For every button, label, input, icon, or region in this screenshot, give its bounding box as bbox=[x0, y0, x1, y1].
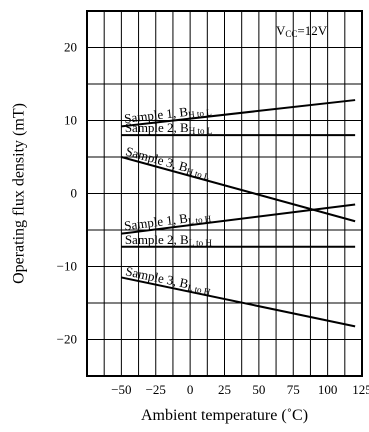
series-label-main: Sample 3, B bbox=[124, 143, 190, 174]
series-label-sub: L to H bbox=[187, 213, 212, 226]
vcc-main: V bbox=[276, 23, 286, 38]
series-line bbox=[121, 99, 356, 128]
y-tick-label: 20 bbox=[64, 40, 77, 55]
series-label: Sample 2, BH to L bbox=[125, 120, 212, 136]
series-line bbox=[121, 203, 356, 235]
series-line bbox=[121, 276, 356, 328]
x-tick-label: 100 bbox=[318, 382, 338, 397]
y-tick-label: −20 bbox=[57, 332, 77, 347]
x-axis-ticks: −50 −25 0 25 50 75 100 125 bbox=[111, 382, 369, 397]
grid bbox=[87, 11, 362, 376]
vcc-sub: CC bbox=[285, 29, 297, 39]
vcc-suffix: =12V bbox=[297, 23, 327, 38]
series-label-sub: H to L bbox=[189, 126, 213, 136]
y-tick-label: −10 bbox=[57, 259, 77, 274]
y-axis-ticks: 20 10 0 −10 −20 bbox=[57, 40, 77, 347]
series-label-sub: H to L bbox=[188, 107, 212, 120]
y-tick-label: 0 bbox=[71, 186, 78, 201]
series-label: Sample 1, BH to L bbox=[123, 101, 212, 127]
x-axis-title: Ambient temperature (˚C) bbox=[141, 407, 308, 424]
y-tick-label: 10 bbox=[64, 113, 77, 128]
plot-frame bbox=[86, 10, 363, 377]
x-tick-label: 75 bbox=[287, 382, 300, 397]
series-label-sub: L to H bbox=[187, 282, 212, 297]
series-label: Sample 2, BL to H bbox=[125, 232, 213, 248]
series-label-main: Sample 2, B bbox=[125, 120, 189, 135]
series-label-main: Sample 3, B bbox=[124, 263, 190, 291]
series-label-main: Sample 2, B bbox=[125, 232, 189, 247]
x-tick-label: 125 bbox=[352, 382, 369, 397]
vcc-annotation: VCC=12V bbox=[276, 23, 328, 39]
y-axis-title: Operating flux density (mT) bbox=[11, 103, 28, 284]
series-label: Sample 3, BL to H bbox=[124, 263, 213, 297]
x-tick-label: 25 bbox=[218, 382, 231, 397]
x-tick-label: 0 bbox=[187, 382, 194, 397]
series-label-sub: L to H bbox=[189, 238, 213, 248]
series-lines bbox=[121, 99, 356, 328]
series-label-main: Sample 1, B bbox=[123, 104, 189, 126]
x-tick-label: 50 bbox=[252, 382, 265, 397]
series-label: Sample 3, BH to L bbox=[124, 143, 213, 182]
x-tick-label: −50 bbox=[111, 382, 131, 397]
series-line bbox=[121, 156, 356, 223]
x-tick-label: −25 bbox=[146, 382, 166, 397]
